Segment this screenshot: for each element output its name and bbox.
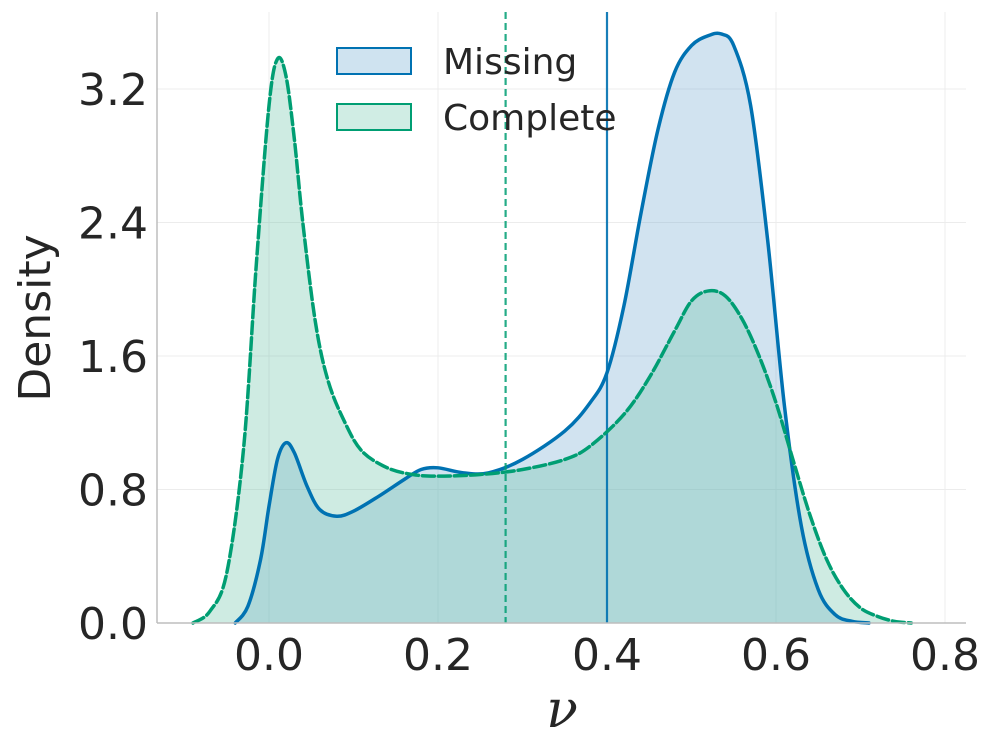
- area-complete: [192, 57, 912, 624]
- x-tick-label: 0.0: [234, 630, 304, 681]
- y-tick-label: 0.0: [78, 599, 148, 650]
- x-tick-label: 0.8: [910, 630, 980, 681]
- legend-label-missing: Missing: [443, 42, 577, 83]
- density-areas: [192, 33, 912, 624]
- legend-label-complete: Complete: [443, 98, 617, 139]
- axes: [156, 12, 966, 624]
- density-line-complete: [191, 55, 913, 625]
- area-missing: [235, 33, 869, 623]
- y-tick-label: 1.6: [78, 332, 148, 383]
- x-tick-label: 0.2: [403, 630, 473, 681]
- y-tick-label: 3.2: [78, 65, 148, 116]
- y-tick-label: 2.4: [78, 199, 148, 250]
- density-lines: [191, 12, 913, 625]
- y-tick-label: 0.8: [78, 466, 148, 517]
- tick-labels: 0.0 0.2 0.4 0.6 0.8 0.0 0.8 1.6 2.4 3.2: [78, 65, 980, 681]
- legend-swatch-missing: [336, 47, 412, 75]
- x-tick-label: 0.4: [572, 630, 642, 681]
- legend: Missing Complete: [336, 42, 617, 139]
- y-axis-label: Density: [10, 234, 61, 401]
- x-axis-label: ν: [546, 680, 578, 740]
- legend-swatch-complete: [336, 103, 412, 131]
- x-tick-label: 0.6: [741, 630, 811, 681]
- density-line-missing: [233, 31, 871, 625]
